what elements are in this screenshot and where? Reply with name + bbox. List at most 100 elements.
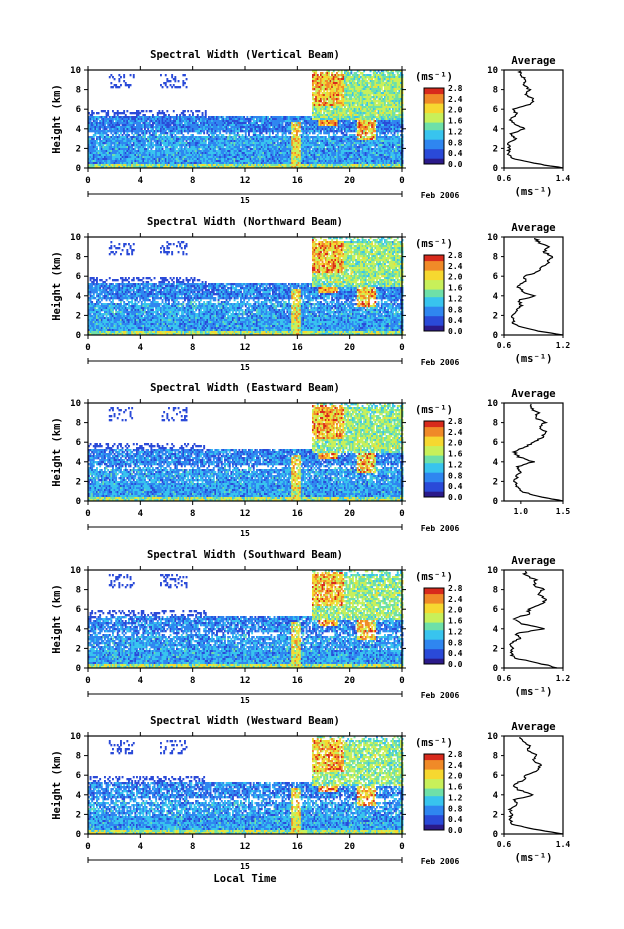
x-tick-label: 20 — [344, 176, 355, 186]
profile-title: Average — [511, 55, 555, 67]
colorbar-swatch — [424, 474, 444, 477]
profile-y-tick-label: 8 — [493, 752, 498, 762]
colorbar-swatch — [424, 133, 444, 136]
colorbar-swatch — [424, 428, 444, 431]
colorbar: 0.0 0.4 0.8 1.21.6 2.0 2.4 2.8 — [423, 584, 463, 669]
colorbar-swatch — [424, 152, 444, 155]
colorbar-swatch — [424, 296, 444, 300]
y-tick-label: 8 — [76, 419, 81, 429]
colorbar-swatch — [424, 93, 444, 96]
profile-frame — [503, 569, 564, 669]
profile-y-tick-label: 4 — [493, 125, 499, 135]
colorbar-swatch — [424, 767, 444, 770]
colorbar-swatch — [424, 289, 444, 292]
colorbar-tick-label: 0.8 — [448, 471, 463, 480]
colorbar-swatch — [424, 310, 444, 313]
profile-x-label: (ms⁻¹) — [515, 852, 553, 864]
profile-x-tick-label: 1.0 — [514, 507, 529, 516]
x-tick-label: 12 — [240, 343, 251, 353]
colorbar-swatch — [424, 291, 444, 294]
y-tick-label: 8 — [76, 752, 81, 762]
profile-y-tick-label: 2 — [493, 311, 498, 321]
colorbar-unit: (ms⁻¹) — [415, 571, 453, 583]
colorbar-swatch — [424, 656, 444, 659]
colorbar-tick-label: 2.8 — [448, 84, 463, 93]
colorbar-swatch — [424, 814, 444, 818]
colorbar-swatch — [424, 91, 444, 95]
y-tick-label: 10 — [70, 233, 81, 243]
colorbar-swatch — [424, 805, 444, 808]
colorbar-swatch — [424, 116, 444, 119]
x-tick-label: 4 — [138, 676, 144, 686]
y-tick-label: 2 — [76, 144, 81, 154]
x-tick-label: 8 — [190, 176, 195, 186]
colorbar-swatch — [424, 648, 444, 652]
colorbar-swatch — [424, 816, 444, 819]
y-axis-label: Height (km) — [51, 750, 63, 820]
colorbar-swatch — [424, 612, 444, 615]
heatmap-cells — [88, 736, 404, 835]
y-tick-label: 8 — [76, 86, 81, 96]
colorbar-swatch — [424, 793, 444, 797]
colorbar-tick-label: 2.0 — [448, 439, 463, 448]
colorbar-swatch — [424, 146, 444, 150]
colorbar-swatch — [424, 757, 444, 761]
profile-x-tick-label: 0.6 — [497, 840, 512, 849]
colorbar-tick-label: 1.2 — [448, 460, 463, 469]
colorbar-swatch — [424, 468, 444, 471]
colorbar-swatch — [424, 281, 444, 284]
profile-line — [510, 237, 564, 336]
colorbar-swatch — [424, 148, 444, 152]
colorbar-tick-label: 0.8 — [448, 638, 463, 647]
x-tick-label: 0 — [399, 676, 404, 686]
month-label: Feb 2006 — [421, 524, 460, 533]
x-tick-label: 20 — [344, 676, 355, 686]
colorbar-swatch — [424, 658, 444, 661]
colorbar-swatch — [424, 97, 444, 100]
colorbar-swatch — [424, 765, 444, 768]
profile-x-tick-label: 1.4 — [556, 174, 571, 183]
colorbar-swatch — [424, 272, 444, 275]
colorbar-swatch — [424, 635, 444, 638]
profile-x-tick-label: 0.6 — [497, 174, 512, 183]
colorbar-swatch — [424, 470, 444, 473]
colorbar-tick-label: 2.4 — [448, 761, 463, 770]
colorbar-swatch — [424, 101, 444, 104]
x-tick-label: 0 — [85, 343, 90, 353]
panel-title: Spectral Width (Vertical Beam) — [150, 49, 340, 61]
y-tick-label: 4 — [76, 292, 82, 302]
colorbar-swatch — [424, 126, 444, 129]
colorbar-swatch — [424, 293, 444, 296]
profile-x-label: (ms⁻¹) — [515, 353, 553, 365]
x-tick-label: 20 — [344, 842, 355, 852]
colorbar-swatch — [424, 788, 444, 791]
colorbar-swatch — [424, 124, 444, 127]
colorbar-frame — [423, 420, 445, 498]
colorbar-swatch — [424, 607, 444, 610]
profile-y-tick-label: 2 — [493, 810, 498, 820]
y-axis-label: Height (km) — [51, 84, 63, 154]
x-tick-label: 0 — [85, 676, 90, 686]
colorbar-swatch — [424, 479, 444, 483]
y-tick-label: 10 — [70, 732, 81, 742]
colorbar-swatch — [424, 317, 444, 320]
x-tick-label: 16 — [292, 676, 303, 686]
colorbar-swatch — [424, 283, 444, 286]
panel-title: Spectral Width (Northward Beam) — [147, 216, 343, 228]
colorbar-swatch — [424, 112, 444, 115]
colorbar-swatch — [424, 432, 444, 435]
colorbar-swatch — [424, 294, 444, 298]
month-label: Feb 2006 — [421, 691, 460, 700]
profile-title: Average — [511, 222, 555, 234]
colorbar-swatch — [424, 277, 444, 281]
colorbar-swatch — [424, 776, 444, 780]
colorbar-swatch — [424, 449, 444, 452]
colorbar-frame — [423, 587, 445, 665]
colorbar-swatch — [424, 483, 444, 486]
x-tick-label: 12 — [240, 176, 251, 186]
profile-plot: Average 0 2 4 6 8 10 0.6 1.2(ms⁻¹) — [487, 222, 570, 365]
profile-x-tick-label: 1.2 — [556, 341, 571, 350]
colorbar-swatch — [424, 120, 444, 123]
colorbar-swatch — [424, 801, 444, 804]
colorbar-swatch — [424, 266, 444, 269]
